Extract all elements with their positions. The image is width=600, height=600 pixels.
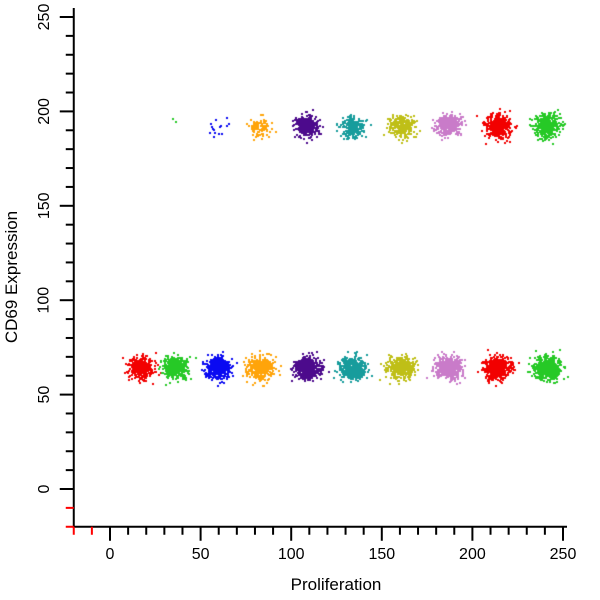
y-tick-label: 0 (36, 484, 53, 493)
x-tick-label: 200 (459, 546, 486, 563)
x-tick-label: 50 (192, 546, 210, 563)
y-tick-label: 250 (36, 4, 53, 31)
x-tick-label: 100 (278, 546, 305, 563)
x-tick-label: 0 (106, 546, 115, 563)
y-tick-label: 200 (36, 98, 53, 125)
tick-layer: 0 50 100 150 200 250 0 50 100 150 200 250 (36, 4, 577, 563)
x-tick-label: 250 (550, 546, 577, 563)
y-axis-title: CD69 Expression (2, 211, 21, 343)
y-tick-label: 50 (36, 386, 53, 404)
x-tick-label: 150 (368, 546, 395, 563)
y-tick-label: 150 (36, 192, 53, 219)
y-tick-label: 100 (36, 287, 53, 314)
x-axis-title: Proliferation (291, 575, 382, 594)
